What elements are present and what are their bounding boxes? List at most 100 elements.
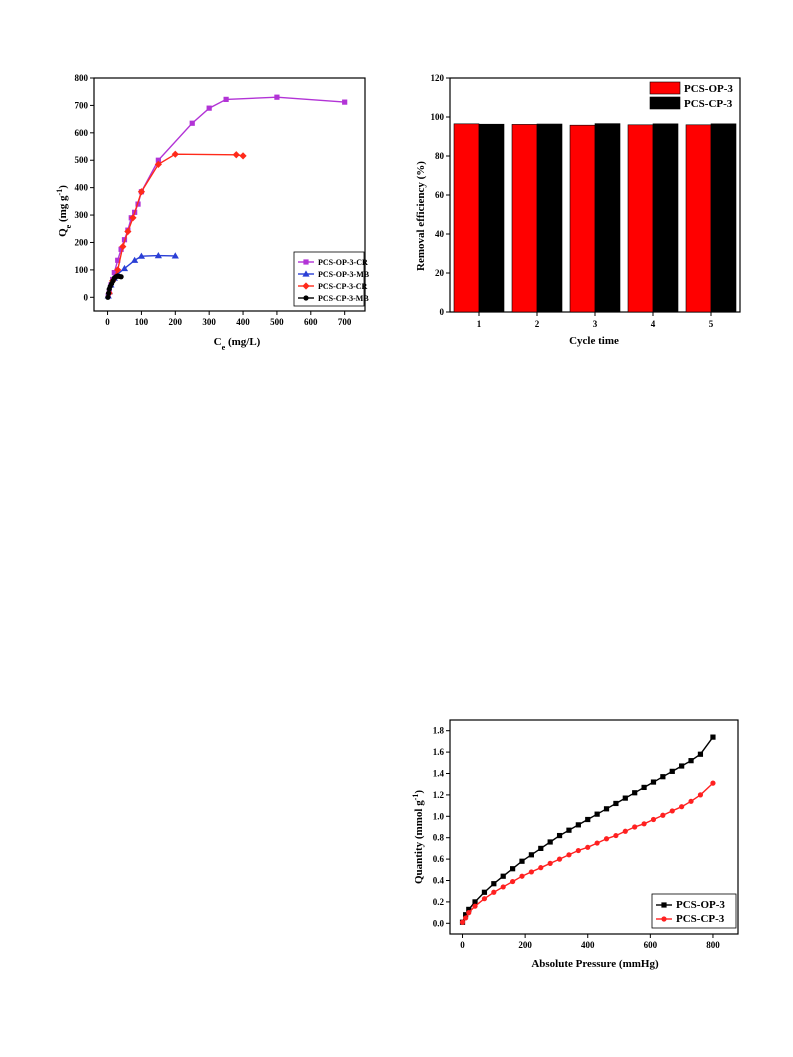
y-axis-label: Removal efficiency (%) xyxy=(415,161,427,271)
data-point xyxy=(547,839,553,845)
data-point xyxy=(519,873,525,879)
data-point xyxy=(154,252,162,259)
data-point xyxy=(669,768,675,774)
legend-label: PCS-OP-3 xyxy=(676,899,725,911)
data-point xyxy=(679,763,685,769)
data-point xyxy=(697,751,704,757)
data-point xyxy=(119,242,127,251)
data-point xyxy=(528,869,534,875)
data-point xyxy=(500,884,506,890)
y-tick-label: 100 xyxy=(75,265,89,275)
x-tick-label: 0 xyxy=(460,940,465,950)
data-point xyxy=(171,150,179,158)
data-point xyxy=(594,811,600,817)
legend-swatch xyxy=(649,96,681,110)
data-point xyxy=(105,294,111,300)
x-tick-label: 300 xyxy=(202,317,216,327)
data-point xyxy=(223,96,229,102)
y-tick-label: 300 xyxy=(75,210,89,220)
data-point xyxy=(566,827,572,833)
data-point xyxy=(538,865,544,871)
x-tick-label: 2 xyxy=(535,319,540,329)
data-point xyxy=(613,800,619,807)
y-tick-label: 0.4 xyxy=(433,876,445,886)
data-point xyxy=(118,246,124,252)
data-point xyxy=(124,227,132,236)
x-tick-label: 4 xyxy=(651,319,656,329)
y-tick-label: 0.6 xyxy=(433,854,445,864)
data-point xyxy=(137,252,146,259)
data-point xyxy=(641,784,647,791)
data-point xyxy=(232,151,240,159)
data-point xyxy=(510,866,516,872)
y-tick-label: 1.2 xyxy=(433,790,445,800)
data-point xyxy=(466,910,472,916)
data-point xyxy=(129,214,137,222)
data-point xyxy=(650,779,657,785)
data-point xyxy=(566,852,572,858)
y-tick-label: 800 xyxy=(75,73,89,83)
x-axis-label: Absolute Pressure (mmHg) xyxy=(531,958,659,970)
bar-pcs-cp-3 xyxy=(594,123,621,313)
y-tick-label: 0 xyxy=(84,292,89,302)
x-tick-label: 500 xyxy=(270,317,284,327)
x-tick-label: 100 xyxy=(135,317,149,327)
data-point xyxy=(575,822,581,828)
y-tick-label: 1.8 xyxy=(433,726,445,736)
data-point xyxy=(632,824,638,830)
bar-pcs-cp-3 xyxy=(710,123,737,313)
adsorption-chart: Quantity (mmol g-1) Absolute Pressure (m… xyxy=(411,719,739,970)
bar-pcs-cp-3 xyxy=(478,123,505,313)
data-point xyxy=(585,816,591,823)
cycle-bar-chart: Removal efficiency (%) Cycle time 0 20 40 6… xyxy=(415,73,741,347)
y-tick-label: 0.0 xyxy=(433,918,445,928)
y-tick-label: 500 xyxy=(75,155,89,165)
bar-pcs-op-3 xyxy=(511,124,538,313)
data-point xyxy=(710,780,716,786)
legend-label: PCS-CP-3-CR xyxy=(318,282,368,291)
data-point xyxy=(463,912,469,918)
x-axis-label: Cycle time xyxy=(569,335,619,347)
legend-label: PCS-OP-3-MB xyxy=(318,270,370,279)
legend-marker xyxy=(302,270,310,277)
x-tick-label: 700 xyxy=(338,317,352,327)
data-point xyxy=(120,264,129,272)
data-point xyxy=(613,832,619,839)
y-axis-label: Qe (mg g-1) xyxy=(55,185,73,237)
x-tick-label: 600 xyxy=(644,940,658,950)
data-point xyxy=(603,806,610,812)
legend-swatch xyxy=(649,81,681,95)
data-point xyxy=(491,881,497,887)
data-point xyxy=(660,774,666,780)
legend-marker xyxy=(661,916,667,922)
data-point xyxy=(603,836,610,842)
y-tick-label: 0 xyxy=(440,307,445,317)
data-point xyxy=(118,274,124,280)
y-tick-label: 20 xyxy=(435,268,445,278)
data-point xyxy=(274,94,280,100)
data-point xyxy=(650,816,657,823)
data-point xyxy=(155,157,161,163)
legend-label: PCS-CP-3-MB xyxy=(318,294,369,303)
data-point xyxy=(472,903,478,909)
x-tick-label: 200 xyxy=(169,317,183,327)
x-tick-label: 800 xyxy=(706,940,720,950)
y-tick-label: 0.2 xyxy=(433,897,445,907)
legend-box xyxy=(651,893,737,929)
series-pcs-cp-3 xyxy=(459,780,716,925)
x-tick-label: 5 xyxy=(709,319,714,329)
bar-pcs-op-3 xyxy=(453,123,480,313)
data-point xyxy=(585,844,591,850)
x-tick-label: 400 xyxy=(581,940,595,950)
data-point xyxy=(171,252,179,259)
data-point xyxy=(556,856,563,862)
x-tick-label: 400 xyxy=(236,317,250,327)
series-pcs-cp-3-mb xyxy=(105,273,124,300)
legend-label: PCS-OP-3 xyxy=(684,83,733,95)
y-tick-label: 0.8 xyxy=(433,833,445,843)
legend-label: PCS-CP-3 xyxy=(684,98,733,110)
series-pcs-cp-3-cr xyxy=(105,150,247,297)
data-point xyxy=(710,734,716,740)
data-point xyxy=(547,860,553,866)
data-point xyxy=(154,160,162,168)
